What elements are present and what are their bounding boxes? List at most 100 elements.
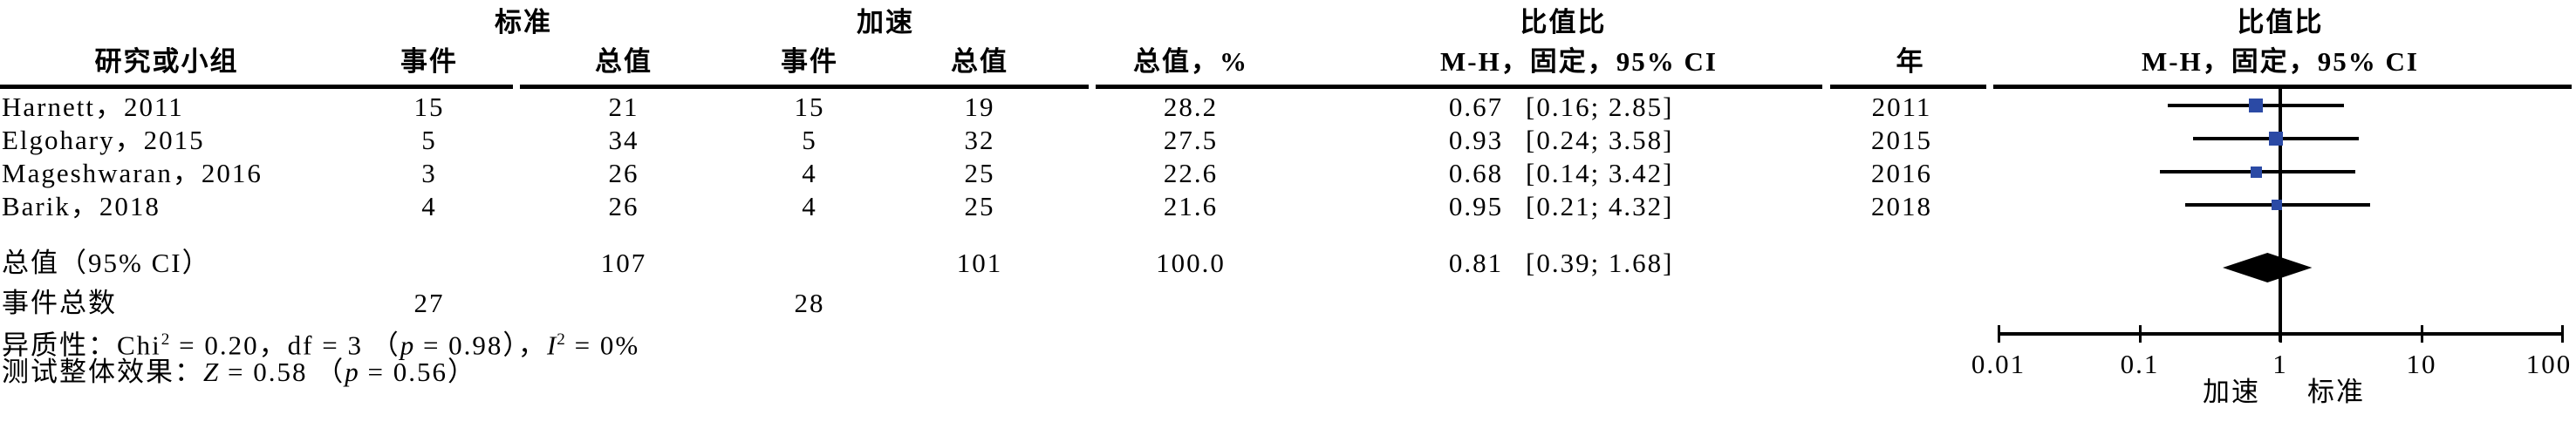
axis-tick [1998,325,2000,343]
favors-right-label: 标准 [2307,377,2365,407]
total-acc: 25 [964,191,995,221]
year: 2015 [1871,125,1932,155]
weight-pct: 22.6 [1163,158,1219,188]
col-header-mh-ci-text: M-H，固定，95% CI [1440,46,1718,77]
events-std: 3 [421,158,437,188]
axis-tick [2279,325,2282,343]
group-header-accelerated: 加速 [857,7,914,37]
total-row: 总值（95% CI） 107 101 100.0 0.81 [0.39; 1.6… [0,248,2576,279]
study-name: Barik，2018 [2,191,161,221]
effect-z-italic: Z [203,357,220,387]
col-header-mh-ci-plot: M-H，固定，95% CI [2142,46,2419,77]
axis-tick-label: 0.1 [2120,349,2160,379]
or-value: 0.67 [1448,92,1504,122]
heterogeneity-stats: 异质性：Chi2 = 0.20，df = 3 （p = 0.98），I2 = 0… [2,324,639,361]
header-rule-segment [1830,85,1986,89]
het-sup: 2 [557,330,566,349]
events-std: 15 [413,92,445,122]
header-rule-segment [520,85,1089,89]
header-rule-segment [0,85,513,89]
het-p-italic: p [400,330,415,361]
het-i-italic: I [546,330,557,361]
table-row: Elgohary，2015 5 34 5 32 27.5 0.93 [0.24;… [0,125,2576,156]
events-acc: 4 [802,191,817,221]
total-acc: 101 [956,248,1003,278]
total-label: 总值（95% CI） [2,248,211,278]
axis-tick [2421,325,2423,343]
col-header-total-acc: 总值 [951,46,1008,77]
axis-tick [2139,325,2142,343]
or-square-marker [2251,167,2262,178]
or-value: 0.95 [1448,191,1504,221]
axis-tick-label: 10 [2406,349,2437,379]
events-acc: 5 [802,125,817,155]
group-header-odds-ratio-plot: 比值比 [2237,7,2324,37]
het-text: = 0% [565,330,640,361]
or-square-marker [2272,200,2282,210]
col-header-events-acc: 事件 [781,46,838,77]
ci-text: [0.14; 3.42] [1526,158,1674,188]
total-std: 34 [608,125,639,155]
total-std: 26 [608,191,639,221]
ci-text: [0.39; 1.68] [1526,248,1674,278]
total-std: 26 [608,158,639,188]
events-acc: 15 [794,92,825,122]
header-rule-segment [1096,85,1822,89]
header-rule-segment [1993,85,2572,89]
or-value: 0.93 [1448,125,1504,155]
effect-text: 测试整体效果： [2,357,203,387]
total-acc: 19 [964,92,995,122]
total-acc: 32 [964,125,995,155]
effect-text: = 0.56） [359,357,476,387]
events-std: 5 [421,125,437,155]
table-row: Mageshwaran，2016 3 26 4 25 22.6 0.68 [0.… [0,158,2576,189]
weight-pct: 100.0 [1156,248,1226,278]
favors-left-label: 加速 [2203,377,2260,407]
study-name: Mageshwaran，2016 [2,158,263,188]
or-square-marker [2249,99,2263,112]
col-header-total-std: 总值 [595,46,653,77]
col-header-year: 年 [1896,46,1925,77]
het-text: = 0.98）， [414,330,547,361]
or-square-marker [2269,132,2283,146]
het-text: = 0.20，df = 3 （ [170,330,400,361]
ci-text: [0.21; 4.32] [1526,191,1674,221]
overall-effect-stats: 测试整体效果：Z = 0.58 （p = 0.56） [2,357,476,388]
events-std: 4 [421,191,437,221]
total-events-row: 事件总数 27 28 [0,288,2576,319]
or-value: 0.68 [1448,158,1504,188]
het-text: 异质性：Chi [2,330,161,361]
axis-tick-label: 100 [2525,349,2573,379]
effect-p-italic: p [345,357,359,387]
study-name: Elgohary，2015 [2,125,205,155]
ci-text: [0.16; 2.85] [1526,92,1674,122]
reference-line-or1 [2279,85,2282,342]
total-std: 107 [600,248,647,278]
axis-tick-label: 1 [2272,349,2288,379]
weight-pct: 21.6 [1163,191,1219,221]
year: 2011 [1871,92,1932,122]
weight-pct: 28.2 [1163,92,1219,122]
table-row: Harnett，2011 15 21 15 19 28.2 0.67 [0.16… [0,92,2576,123]
col-header-weight: 总值，% [1133,46,1248,77]
events-acc: 4 [802,158,817,188]
study-name: Harnett，2011 [2,92,184,122]
total-std: 21 [608,92,639,122]
axis-tick-label: 0.01 [1971,349,2026,379]
table-row: Barik，2018 4 26 4 25 21.6 0.95 [0.21; 4.… [0,191,2576,222]
group-header-odds-ratio-text: 比值比 [1520,7,1607,37]
weight-pct: 27.5 [1163,125,1219,155]
group-header-standard: 标准 [495,7,552,37]
summary-diamond [2223,253,2313,282]
year: 2016 [1871,158,1932,188]
events-acc: 28 [794,288,825,318]
col-header-study: 研究或小组 [94,46,239,77]
events-std: 27 [413,288,445,318]
ci-text: [0.24; 3.58] [1526,125,1674,155]
year: 2018 [1871,191,1932,221]
axis-tick [2561,325,2564,343]
effect-text: = 0.58 （ [219,357,345,387]
or-value: 0.81 [1448,248,1504,278]
